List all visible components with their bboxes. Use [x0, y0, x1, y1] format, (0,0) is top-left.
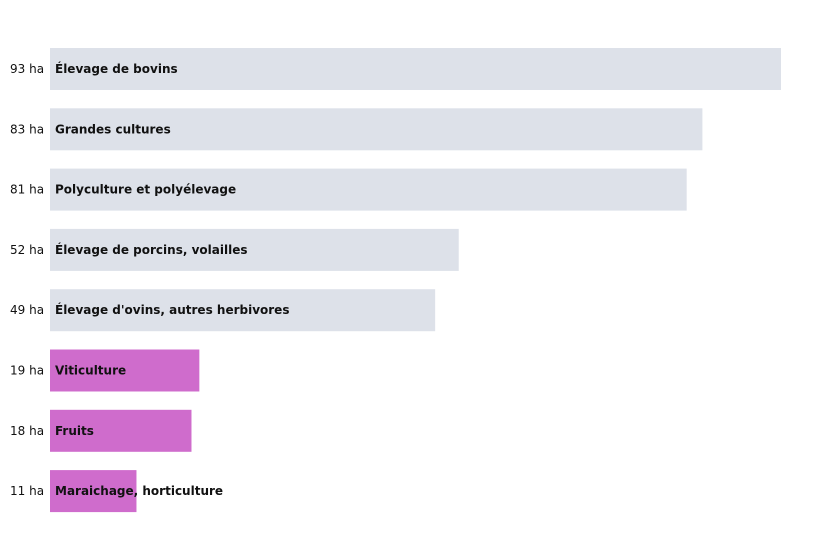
value-label: 93 ha — [10, 62, 44, 76]
category-label: Grandes cultures — [55, 122, 171, 136]
value-label: 83 ha — [10, 122, 44, 136]
value-label: 49 ha — [10, 303, 44, 317]
value-label: 18 ha — [10, 424, 44, 438]
category-label: Maraichage, horticulture — [55, 484, 223, 498]
bar — [50, 108, 703, 151]
value-label: 81 ha — [10, 183, 44, 197]
bar — [50, 409, 192, 452]
value-label: 52 ha — [10, 243, 44, 257]
bar — [50, 168, 687, 211]
value-label: 11 ha — [10, 484, 44, 498]
category-label: Fruits — [55, 424, 94, 438]
bar — [50, 470, 137, 513]
category-label: Élevage de bovins — [55, 61, 178, 76]
value-label: 19 ha — [10, 364, 44, 378]
category-label: Polyculture et polyélevage — [55, 183, 236, 197]
bar — [50, 228, 459, 271]
bar — [50, 289, 436, 332]
category-label: Élevage d'ovins, autres herbivores — [55, 302, 289, 317]
bar — [50, 349, 200, 392]
bar — [50, 48, 781, 90]
category-label: Viticulture — [55, 364, 126, 378]
category-label: Élevage de porcins, volailles — [55, 242, 247, 257]
